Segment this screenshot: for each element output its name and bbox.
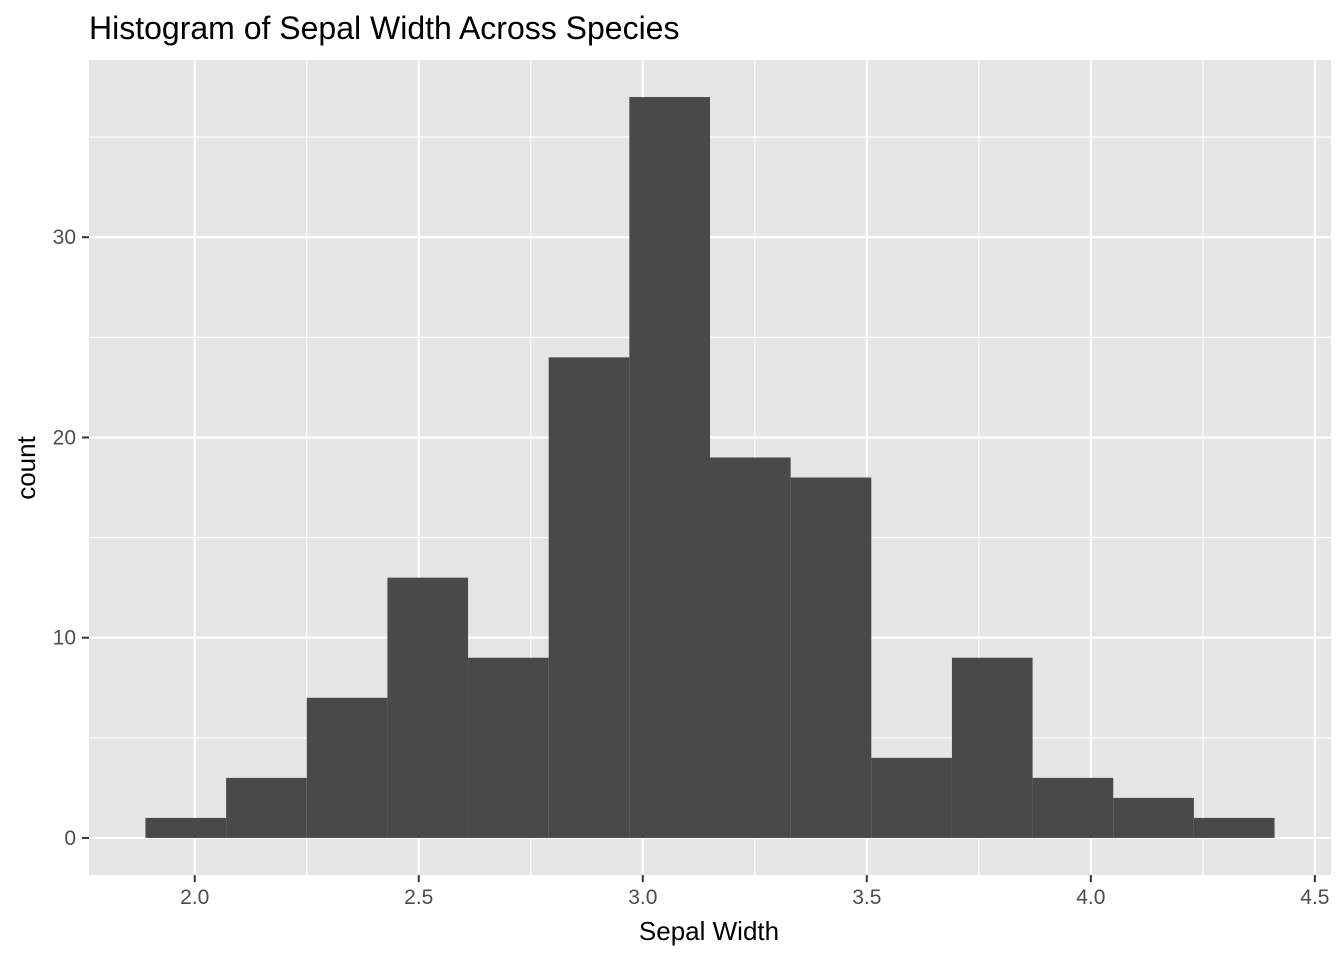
histogram-bar — [548, 357, 630, 838]
y-tick-label: 0 — [64, 827, 76, 850]
x-axis: 2.0 2.5 3.0 3.5 4.0 4.5 — [180, 875, 1329, 909]
histogram-bar — [1113, 797, 1194, 838]
histogram-bar — [951, 657, 1033, 838]
chart-title: Histogram of Sepal Width Across Species — [89, 10, 679, 46]
histogram-bar — [629, 97, 710, 838]
histogram-bars — [145, 97, 1275, 838]
y-axis-title: count — [11, 435, 41, 499]
histogram-bar — [306, 697, 388, 838]
histogram-bar — [1193, 817, 1275, 838]
histogram-bar — [468, 657, 549, 838]
y-tick-label: 30 — [53, 226, 76, 249]
histogram-bar — [145, 817, 227, 838]
x-tick-label: 2.5 — [404, 886, 433, 909]
x-tick-label: 3.5 — [852, 886, 881, 909]
histogram-bar — [790, 477, 872, 838]
y-tick-label: 20 — [53, 426, 76, 449]
x-tick-label: 3.0 — [628, 886, 657, 909]
histogram-bar — [226, 777, 307, 838]
x-axis-title: Sepal Width — [639, 916, 779, 946]
y-tick-label: 10 — [53, 627, 76, 650]
x-tick-label: 4.0 — [1076, 886, 1105, 909]
histogram-bar — [1032, 777, 1114, 838]
x-tick-label: 4.5 — [1300, 886, 1329, 909]
histogram-bar — [387, 577, 469, 838]
x-tick-label: 2.0 — [180, 886, 209, 909]
histogram-bar — [710, 457, 791, 838]
y-axis: 0 10 20 30 — [53, 226, 89, 850]
histogram-bar — [871, 757, 952, 838]
